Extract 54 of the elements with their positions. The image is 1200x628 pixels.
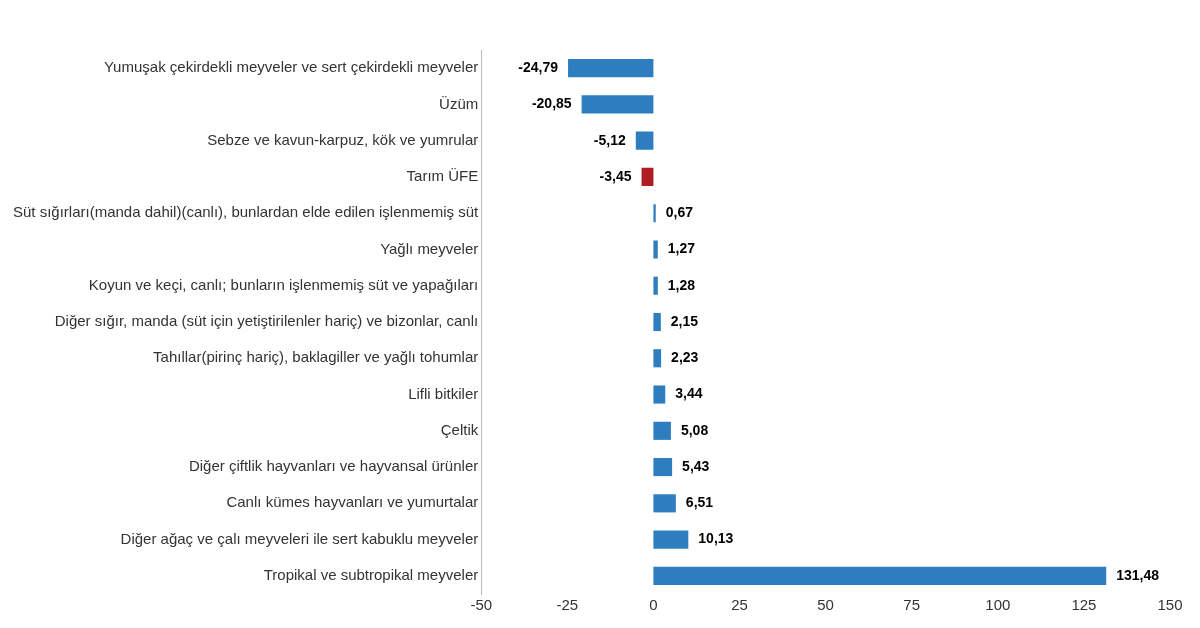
- data-label: 3,44: [675, 385, 703, 402]
- bar: [653, 385, 666, 404]
- y-tick-label: Lifli bitkiler: [408, 384, 479, 402]
- bar: [653, 204, 656, 223]
- y-tick-label: Üzüm: [439, 94, 479, 112]
- data-label: 6,51: [685, 494, 714, 511]
- bar: [635, 131, 654, 150]
- data-label: 5,08: [680, 421, 709, 438]
- y-tick-label: Tarım ÜFE: [406, 167, 479, 185]
- y-tick-label: Sebze ve kavun-karpuz, kök ve yumrular: [207, 130, 479, 148]
- y-tick-label: Süt sığırları(manda dahil)(canlı), bunlardan elde edilen işlenmemiş süt: [12, 203, 480, 221]
- data-label: 10,13: [698, 530, 734, 547]
- bar: [653, 458, 673, 477]
- x-tick-label: 25: [731, 596, 748, 614]
- bar: [653, 566, 1107, 585]
- y-tick-label: Diğer çiftlik hayvanları ve hayvansal ürünler: [188, 457, 479, 475]
- y-tick-label: Çeltik: [440, 420, 479, 438]
- x-tick-label: 100: [985, 596, 1011, 614]
- bar: [653, 421, 671, 440]
- data-label: -20,85: [531, 95, 572, 112]
- bar: [653, 530, 689, 549]
- y-tick-label: Tropikal ve subtropikal meyveler: [263, 566, 479, 584]
- x-tick-label: 50: [817, 596, 834, 614]
- bar: [581, 95, 654, 114]
- data-label: -24,79: [518, 58, 559, 75]
- x-tick-label: 75: [903, 596, 921, 614]
- bar: [641, 167, 654, 186]
- data-label: 2,15: [670, 312, 699, 329]
- data-label: 1,28: [667, 276, 696, 293]
- bar: [653, 494, 676, 513]
- y-tick-label: Canlı kümes hayvanları ve yumurtalar: [226, 493, 479, 511]
- y-tick-label: Yağlı meyveler: [380, 239, 479, 257]
- y-tick-label: Tahıllar(pirinç hariç), baklagiller ve yağlı tohumlar: [153, 348, 479, 366]
- data-label: 0,67: [665, 204, 694, 221]
- bar: [653, 276, 658, 295]
- bar: [568, 59, 654, 78]
- data-label: -3,45: [599, 167, 632, 184]
- x-tick-label: 125: [1071, 596, 1097, 614]
- data-label: 2,23: [671, 349, 699, 366]
- x-tick-label: 0: [649, 596, 658, 614]
- x-tick-label: 150: [1157, 596, 1183, 614]
- bar: [653, 349, 662, 368]
- data-label: 1,27: [667, 240, 696, 257]
- bar: [653, 240, 658, 259]
- y-tick-label: Diğer sığır, manda (süt için yetiştirilenler hariç) ve bizonlar, canlı: [54, 312, 479, 330]
- y-tick-label: Diğer ağaç ve çalı meyveleri ile sert kabuklu meyveler: [120, 529, 479, 547]
- y-tick-label: Yumuşak çekirdekli meyveler ve sert çekirdekli meyveler: [103, 58, 479, 76]
- y-tick-label: Koyun ve keçi, canlı; bunların işlenmemiş süt ve yapağıları: [88, 275, 479, 293]
- data-label: 5,43: [682, 457, 710, 474]
- data-label: 131,48: [1116, 566, 1160, 583]
- x-tick-label: -50: [470, 596, 493, 614]
- x-tick-label: -25: [556, 596, 579, 614]
- bar: [653, 312, 661, 332]
- data-label: -5,12: [593, 131, 626, 148]
